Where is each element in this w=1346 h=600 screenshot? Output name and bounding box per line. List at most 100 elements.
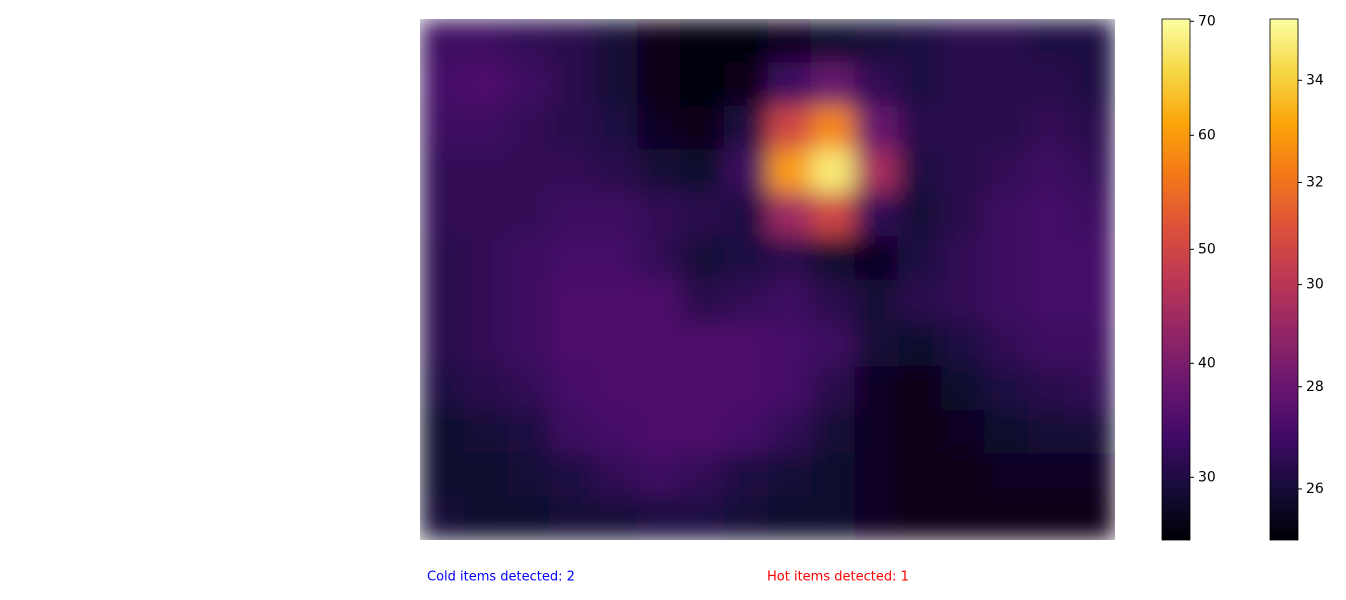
heat-cell	[506, 409, 551, 454]
heat-cell	[1071, 236, 1115, 280]
heat-cell	[897, 279, 942, 324]
heat-cell	[941, 453, 986, 498]
heat-cell	[767, 409, 812, 454]
heat-cell	[810, 496, 855, 540]
heat-cell	[810, 19, 855, 63]
heat-cell	[767, 105, 812, 150]
heat-cell	[1028, 453, 1073, 498]
heat-cell	[767, 62, 812, 107]
heat-cell	[680, 19, 725, 63]
heat-cell	[724, 62, 768, 107]
heat-cell	[506, 19, 551, 63]
heat-cell	[637, 62, 682, 107]
heat-cell	[637, 236, 682, 280]
heat-cell	[941, 105, 986, 150]
heat-cell	[680, 322, 725, 367]
heat-cell	[941, 366, 986, 411]
colorbar-tick-label: 30	[1306, 277, 1324, 293]
heat-cell	[984, 192, 1029, 237]
heat-cell	[680, 149, 725, 194]
heat-cell	[637, 366, 682, 411]
heat-cell	[506, 105, 551, 150]
heat-cell	[463, 322, 508, 367]
heat-cell	[1028, 149, 1073, 194]
heat-cell	[550, 453, 595, 498]
heat-cell	[680, 366, 725, 411]
heat-cell	[463, 453, 508, 498]
heat-cell	[506, 192, 551, 237]
heat-cell	[1071, 105, 1115, 150]
colorbar-tick-label: 34	[1306, 72, 1324, 88]
heat-cell	[1028, 279, 1073, 324]
heat-cell	[724, 236, 768, 280]
heat-cell	[1028, 322, 1073, 367]
heat-cell	[810, 322, 855, 367]
heat-cell	[680, 496, 725, 540]
heat-cell	[810, 149, 855, 194]
heat-cell	[854, 149, 899, 194]
colorbar-tick-label: 60	[1198, 127, 1216, 143]
heat-cell	[854, 19, 899, 63]
heat-cell	[897, 62, 942, 107]
heat-cell	[854, 453, 899, 498]
heat-cell	[506, 236, 551, 280]
heat-cell	[506, 62, 551, 107]
heatmap-clip	[420, 19, 1115, 540]
heat-cell	[724, 279, 768, 324]
colorbar-tick-label: 70	[1198, 13, 1216, 29]
heat-cell	[680, 62, 725, 107]
heat-cell	[593, 453, 638, 498]
heat-cell	[854, 322, 899, 367]
heat-cell	[550, 496, 595, 540]
heat-cell	[420, 192, 464, 237]
heat-cell	[984, 19, 1029, 63]
heat-cell	[724, 496, 768, 540]
heat-cell	[767, 192, 812, 237]
heat-cell	[984, 149, 1029, 194]
heat-cell	[550, 366, 595, 411]
heat-cell	[984, 236, 1029, 280]
heat-cell	[637, 19, 682, 63]
heat-cell	[897, 366, 942, 411]
heat-cell	[593, 62, 638, 107]
heat-cell	[506, 149, 551, 194]
heat-cell	[810, 105, 855, 150]
heat-cell	[1071, 62, 1115, 107]
heat-cell	[506, 322, 551, 367]
heat-cell	[506, 453, 551, 498]
heat-cell	[463, 105, 508, 150]
heat-cell	[680, 105, 725, 150]
heat-cell	[680, 409, 725, 454]
heat-cell	[1071, 149, 1115, 194]
heat-cell	[897, 496, 942, 540]
heat-cell	[767, 236, 812, 280]
heat-cell	[637, 453, 682, 498]
colorbar-tick-label: 32	[1306, 174, 1324, 190]
heat-cell	[1071, 322, 1115, 367]
heat-cell	[593, 192, 638, 237]
heat-cell	[854, 366, 899, 411]
heat-cell	[1071, 19, 1115, 63]
heat-cell	[810, 409, 855, 454]
heat-cell	[1028, 496, 1073, 540]
heat-cell	[550, 236, 595, 280]
heat-cell	[897, 236, 942, 280]
heat-cell	[941, 236, 986, 280]
heat-cell	[506, 496, 551, 540]
heat-cell	[897, 149, 942, 194]
heat-cell	[420, 409, 464, 454]
heat-cell	[854, 409, 899, 454]
heat-cell	[680, 192, 725, 237]
heat-cell	[984, 105, 1029, 150]
heat-cell	[854, 192, 899, 237]
heat-cell	[593, 409, 638, 454]
heat-cell	[463, 279, 508, 324]
heat-cell	[420, 19, 464, 63]
heat-cell	[724, 409, 768, 454]
heat-cell	[941, 62, 986, 107]
heat-cell	[724, 366, 768, 411]
heat-cell	[1071, 366, 1115, 411]
heat-cell	[984, 322, 1029, 367]
heat-cell	[854, 279, 899, 324]
heat-cell	[550, 105, 595, 150]
